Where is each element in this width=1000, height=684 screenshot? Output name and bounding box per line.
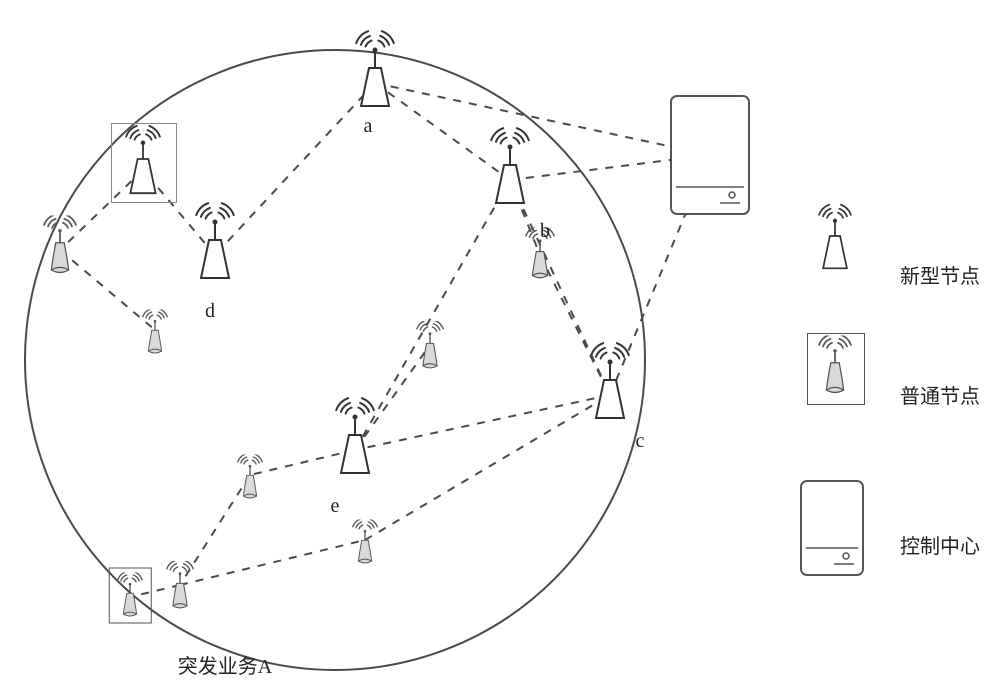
antenna-new-icon: [580, 340, 640, 420]
antenna-common-icon: [413, 321, 448, 370]
new-node: [345, 28, 405, 108]
control-center: [670, 95, 750, 215]
node-label-e: e: [331, 495, 340, 518]
common-node: [163, 561, 198, 610]
node-label-d: d: [205, 300, 215, 323]
antenna-common-icon: [139, 310, 172, 356]
antenna-common-icon: [234, 455, 267, 501]
new-node: [580, 340, 640, 420]
legend-new-node-icon: [810, 202, 861, 270]
common-node: [234, 455, 267, 501]
antenna-new-icon: [325, 395, 385, 475]
antenna-common-icon: [39, 216, 82, 276]
node-label-a: a: [364, 115, 373, 138]
common-node: [413, 321, 448, 370]
server-icon: [670, 95, 750, 215]
common-node: [349, 520, 382, 566]
antenna-new-icon: [345, 28, 405, 108]
new-node: [325, 395, 385, 475]
node-label-c: c: [636, 430, 645, 453]
common-node: [110, 569, 151, 623]
node-label-b: b: [540, 220, 550, 243]
legend-control-center-icon: [800, 480, 864, 576]
antenna-new-icon: [185, 200, 245, 280]
legend-control-center-label: 控制中心: [900, 530, 980, 559]
burst-service-label: 突发业务A: [178, 650, 272, 679]
common-node: [139, 310, 172, 356]
new-node: [480, 125, 540, 205]
new-node: [185, 200, 245, 280]
legend-new-node-label: 新型节点: [900, 260, 980, 289]
common-node: [39, 216, 82, 276]
antenna-new-icon: [480, 125, 540, 205]
node-highlight-box: [111, 123, 177, 203]
legend-common-node-label: 普通节点: [900, 380, 980, 409]
antenna-common-icon: [349, 520, 382, 566]
antenna-common-icon: [163, 561, 198, 610]
antenna-common-icon: [114, 573, 147, 619]
legend-common-node-box: [807, 333, 865, 405]
